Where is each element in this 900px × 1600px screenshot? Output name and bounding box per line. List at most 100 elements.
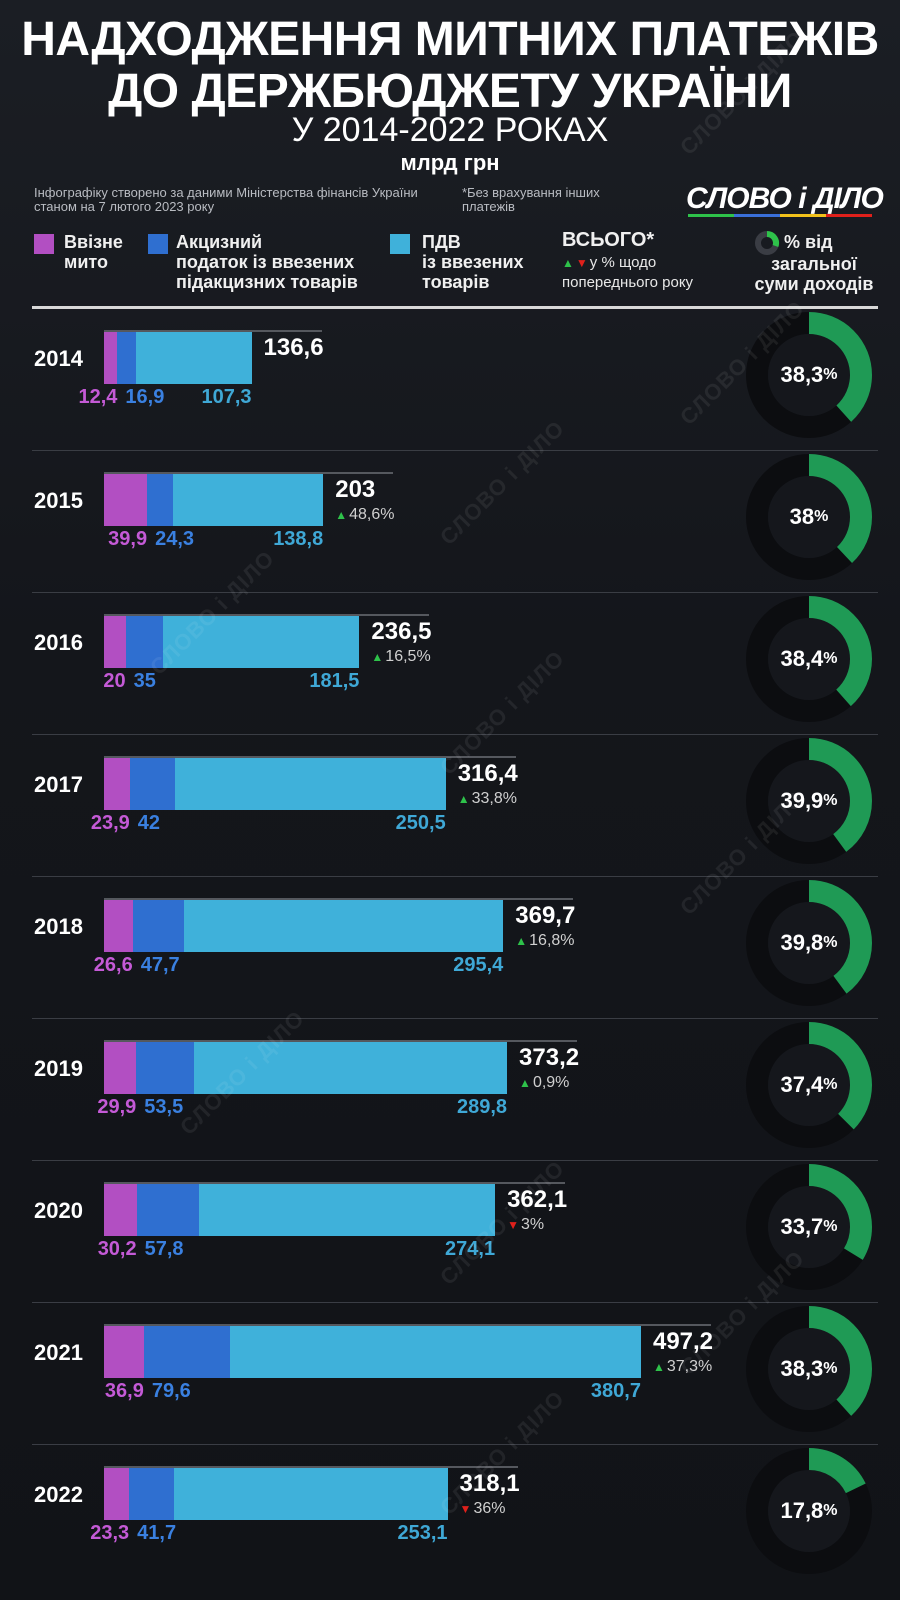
logo-stripe-blue	[734, 214, 780, 217]
row-separator	[32, 734, 878, 735]
legend-import-duty-line2: мито	[64, 252, 108, 272]
bar-segment-vat	[135, 332, 252, 384]
footnote: *Без врахування інших платежів	[462, 185, 600, 214]
donut-hole	[768, 476, 850, 558]
total-value: 236,5	[371, 618, 432, 645]
up-triangle-icon: ▲	[515, 934, 528, 948]
share-percent-sign: %	[814, 508, 829, 525]
share-label: 38,4%	[744, 594, 874, 724]
total-value: 136,6	[263, 334, 324, 361]
bar-segment-import-duty	[104, 758, 130, 810]
share-donut: 33,7%	[744, 1162, 874, 1292]
donut-svg	[746, 312, 872, 438]
share-donut: 37,4%	[744, 1020, 874, 1150]
bar-segment-excise	[117, 332, 136, 384]
change-text: 36%	[473, 1500, 506, 1517]
change-text: 0,9%	[532, 1074, 570, 1091]
share-label: 38%	[744, 452, 874, 582]
value-label-import-duty: 23,9	[90, 812, 130, 834]
up-triangle-icon: ▲	[371, 650, 384, 664]
legend-share-line2: загальної	[771, 254, 857, 274]
year-label: 2021	[34, 1340, 83, 1365]
year-label: 2016	[34, 630, 83, 655]
value-label-excise: 53,5	[144, 1096, 184, 1118]
legend-donut-icon	[755, 230, 779, 255]
up-triangle-icon: ▲	[519, 1076, 531, 1090]
donut-svg	[746, 1448, 872, 1574]
donut-svg	[746, 738, 872, 864]
value-label-vat: 289,8	[457, 1096, 508, 1118]
share-percent-sign: %	[823, 1360, 838, 1377]
change-value: ▲ 16,5%	[371, 648, 430, 666]
brand-logo: СЛОВО і ДІЛО	[686, 182, 884, 218]
logo-stripe-red	[826, 214, 872, 217]
change-text: 33,8%	[471, 790, 517, 807]
value-label-vat: 107,3	[201, 386, 252, 408]
bar-segment-import-duty	[104, 1468, 130, 1520]
bar-segment-vat	[199, 1184, 496, 1236]
value-label-import-duty: 39,9	[108, 528, 148, 550]
legend-vat-line1: ПДВ	[422, 232, 461, 252]
share-donut: 38,4%	[744, 594, 874, 724]
donut-svg	[746, 596, 872, 722]
value-label-excise: 41,7	[137, 1522, 177, 1544]
change-text: 16,8%	[529, 932, 575, 949]
donut-svg	[746, 1164, 872, 1290]
legend-share: % від	[784, 232, 884, 252]
year-label: 2014	[34, 346, 83, 371]
value-label-vat: 253,1	[397, 1522, 448, 1544]
donut-arc	[746, 1022, 872, 1148]
donut-arc	[746, 1306, 872, 1432]
legend-import-duty: Ввізне мито	[64, 232, 123, 272]
donut-arc	[746, 1448, 872, 1574]
share-value: 33,7	[780, 1214, 824, 1239]
bar-segment-excise	[125, 616, 164, 668]
value-label-excise: 16,9	[125, 386, 165, 408]
share-percent-sign: %	[823, 1076, 838, 1093]
legend-excise-line3: підакцизних товарів	[176, 272, 358, 292]
bar-top-line	[104, 472, 394, 474]
up-triangle-icon: ▲	[562, 256, 574, 270]
share-label: 38,3%	[744, 310, 874, 440]
bar-segment-excise	[136, 1184, 200, 1236]
source-note: Інфографіку створено за даними Міністерс…	[34, 185, 418, 214]
share-percent-sign: %	[823, 1218, 838, 1235]
share-donut: 38,3%	[744, 310, 874, 440]
donut-hole	[768, 1328, 850, 1410]
share-percent-sign: %	[823, 366, 838, 383]
row-separator	[32, 450, 878, 451]
value-label-excise: 35	[133, 670, 156, 692]
year-label: 2020	[34, 1198, 83, 1223]
share-label: 39,9%	[744, 736, 874, 866]
legend-share-rest: загальної суми доходів	[744, 254, 884, 294]
share-label: 17,8%	[744, 1446, 874, 1576]
value-label-excise: 79,6	[151, 1380, 191, 1402]
year-label: 2018	[34, 914, 83, 939]
legend-share-line3: суми доходів	[754, 274, 874, 294]
value-label-vat: 295,4	[453, 954, 504, 976]
change-text: 37,3%	[666, 1358, 713, 1375]
total-value: 373,2	[519, 1044, 580, 1071]
share-value: 39,9	[780, 788, 824, 813]
share-percent-sign: %	[823, 650, 838, 667]
bar-top-line	[104, 614, 430, 616]
share-donut: 38%	[744, 452, 874, 582]
donut-hole	[768, 1044, 850, 1126]
bar-segment-vat	[184, 900, 504, 952]
value-label-vat: 380,7	[590, 1380, 641, 1402]
up-triangle-icon: ▲	[457, 792, 470, 806]
donut-svg	[746, 1022, 872, 1148]
value-label-vat: 250,5	[395, 812, 446, 834]
legend-swatch-import-duty	[34, 234, 54, 254]
donut-arc	[746, 880, 872, 1006]
row-separator	[32, 1160, 878, 1161]
up-triangle-icon: ▲	[652, 1360, 665, 1374]
value-label-vat: 274,1	[445, 1238, 496, 1260]
year-label: 2017	[34, 772, 83, 797]
share-value: 39,8	[780, 930, 824, 955]
legend-import-duty-line1: Ввізне	[64, 232, 123, 252]
legend-excise: Акцизний податок із ввезених підакцизних…	[176, 232, 358, 292]
legend-change-label-line2: попереднього року	[562, 274, 694, 291]
bar-top-line	[104, 1182, 566, 1184]
bar-top-line	[104, 1040, 578, 1042]
